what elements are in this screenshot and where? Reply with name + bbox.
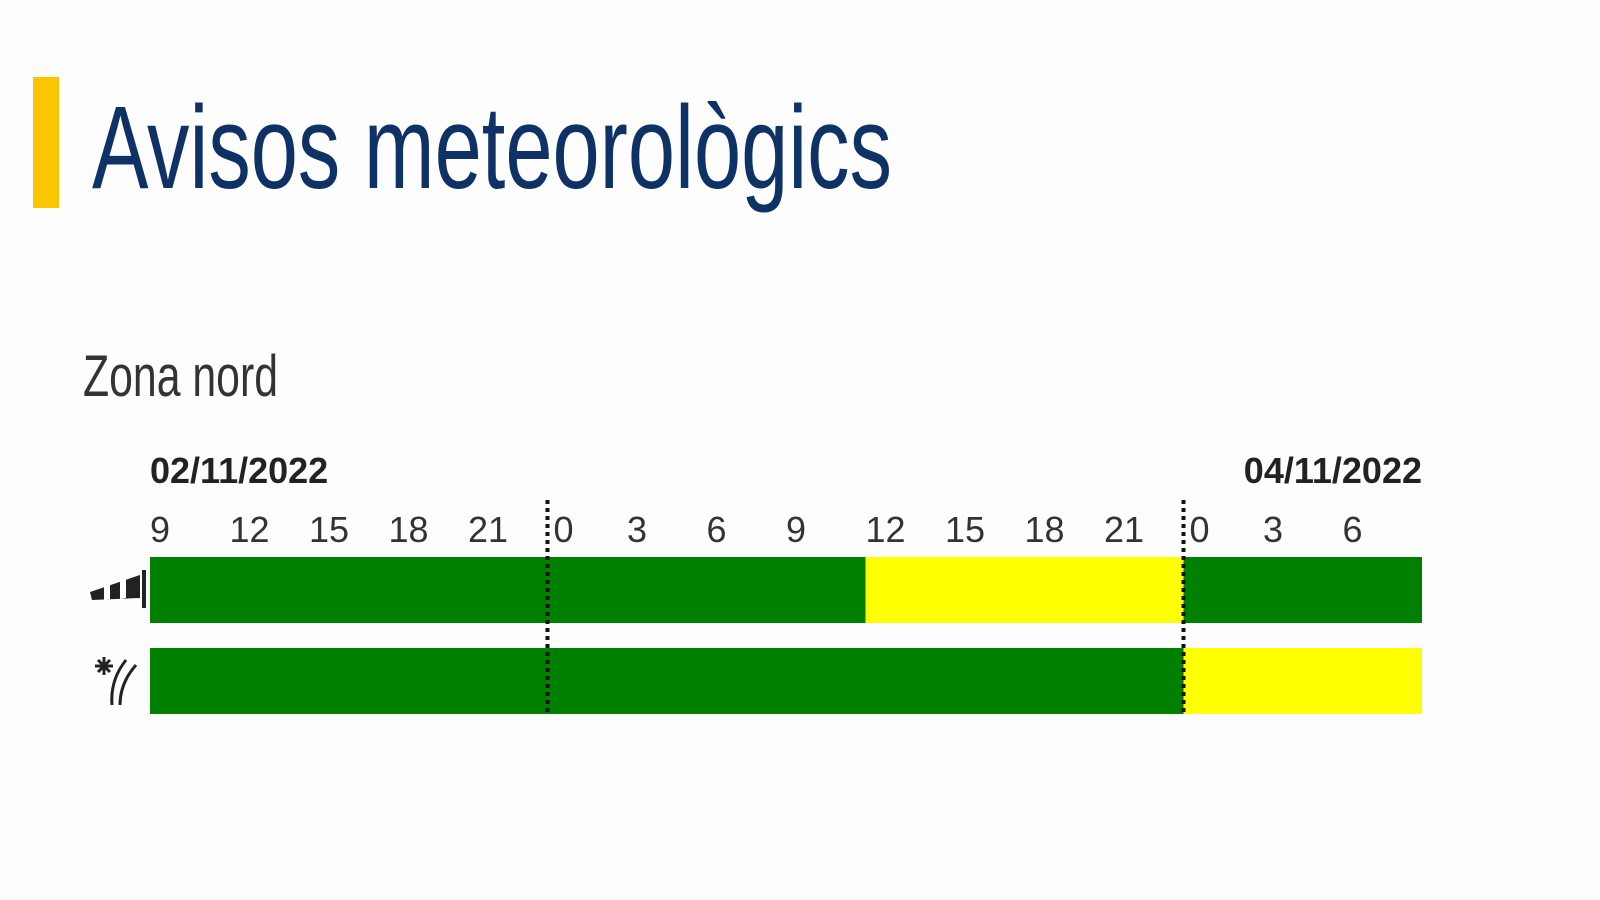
hour-label: 6 xyxy=(707,509,727,550)
hour-label: 3 xyxy=(1263,509,1283,550)
hour-label: 0 xyxy=(1190,509,1210,550)
timeline: 02/11/2022 04/11/2022 9 12 15 18 21 0 3 6 9 12 15 18 2… xyxy=(150,450,1422,716)
hour-label: 21 xyxy=(468,509,508,550)
date-label: 04/11/2022 xyxy=(1244,450,1422,491)
hour-label: 18 xyxy=(389,509,429,550)
warning-segment xyxy=(1183,648,1422,714)
hour-label: 12 xyxy=(866,509,906,550)
zone-title: Zona nord xyxy=(83,344,278,409)
hour-label: 9 xyxy=(150,509,170,550)
hour-label: 15 xyxy=(945,509,985,550)
title-accent xyxy=(33,77,59,208)
hour-label: 15 xyxy=(309,509,349,550)
warning-segment xyxy=(1183,557,1422,623)
snow-icon xyxy=(95,657,138,706)
hour-label: 12 xyxy=(230,509,270,550)
hour-label: 0 xyxy=(554,509,574,550)
hour-label: 18 xyxy=(1025,509,1065,550)
warning-segment xyxy=(150,557,866,623)
hour-label: 9 xyxy=(786,509,806,550)
date-label: 02/11/2022 xyxy=(150,450,328,491)
warning-segment xyxy=(865,557,1184,623)
hour-label: 6 xyxy=(1343,509,1363,550)
warning-segment xyxy=(150,648,1184,714)
hour-label: 3 xyxy=(627,509,647,550)
hour-label: 21 xyxy=(1104,509,1144,550)
wind-icon xyxy=(90,570,146,608)
page-title: Avisos meteorològics xyxy=(92,82,892,214)
